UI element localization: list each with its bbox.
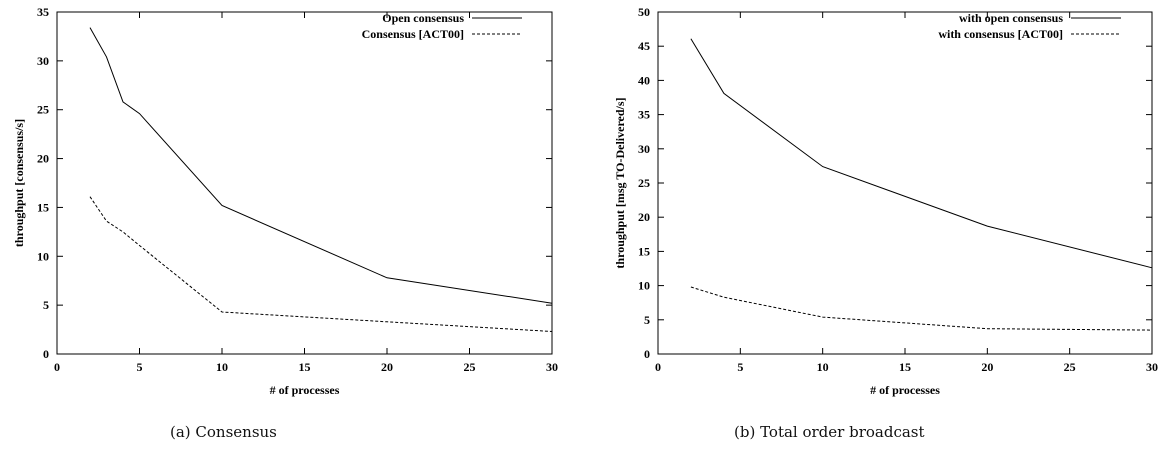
plot-frame (657, 11, 1153, 355)
y-tick-label: 35 (638, 108, 650, 122)
legend-label: with consensus [ACT00] (938, 27, 1063, 41)
y-tick-label: 40 (638, 73, 650, 87)
y-tick-label: 25 (638, 176, 650, 190)
x-tick-label: 30 (1146, 360, 1158, 374)
total-order-broadcast-chart: 0 5 10 15 20 25 30 35 40 45 50 0 5 10 15 20 25 30 # of pro… (613, 5, 1158, 397)
legend-label: with open consensus (959, 11, 1063, 25)
y-tick-label: 50 (638, 5, 650, 19)
x-tick-label: 10 (216, 360, 228, 374)
y-tick-label: 10 (37, 249, 49, 263)
x-axis-label: # of processes (870, 383, 940, 397)
x-tick-label: 5 (737, 360, 743, 374)
x-tick-label: 20 (981, 360, 993, 374)
x-tick-label: 0 (655, 360, 661, 374)
x-tick-label: 20 (381, 360, 393, 374)
x-tick-label: 5 (137, 360, 143, 374)
y-tick-label: 15 (37, 200, 49, 214)
y-tick-label: 5 (644, 313, 650, 327)
series-line-dashed (690, 286, 1153, 331)
y-axis-label: throughput [msg TO-Delivered/s] (613, 97, 627, 268)
series-line-dashed (89, 196, 553, 332)
series-line-solid (89, 27, 553, 304)
y-tick-label: 20 (37, 152, 49, 166)
caption-total-order-broadcast: (b) Total order broadcast (734, 423, 925, 441)
x-tick-label: 25 (464, 360, 476, 374)
y-tick-label: 30 (638, 142, 650, 156)
y-tick-label: 25 (37, 103, 49, 117)
x-tick-label: 15 (899, 360, 911, 374)
series-line-solid (690, 38, 1153, 269)
x-tick-label: 30 (546, 360, 558, 374)
y-tick-label: 10 (638, 279, 650, 293)
x-axis-label: # of processes (270, 383, 340, 397)
x-tick-label: 25 (1064, 360, 1076, 374)
consensus-chart: 0 5 10 15 20 25 30 35 0 5 10 15 20 25 30 # of processes… (12, 5, 558, 397)
x-tick-label: 10 (817, 360, 829, 374)
y-tick-label: 35 (37, 5, 49, 19)
y-tick-label: 5 (43, 298, 49, 312)
legend-label: Consensus [ACT00] (362, 27, 464, 41)
x-tick-label: 0 (54, 360, 60, 374)
y-tick-label: 20 (638, 210, 650, 224)
y-tick-label: 15 (638, 244, 650, 258)
plot-frame (56, 11, 553, 355)
y-tick-label: 45 (638, 39, 650, 53)
legend-label: Open consensus (382, 11, 464, 25)
caption-consensus: (a) Consensus (170, 423, 277, 441)
y-tick-label: 0 (644, 347, 650, 361)
y-axis-label: throughput [consensus/s] (12, 119, 26, 247)
x-tick-label: 15 (299, 360, 311, 374)
y-tick-label: 0 (43, 347, 49, 361)
y-tick-label: 30 (37, 54, 49, 68)
